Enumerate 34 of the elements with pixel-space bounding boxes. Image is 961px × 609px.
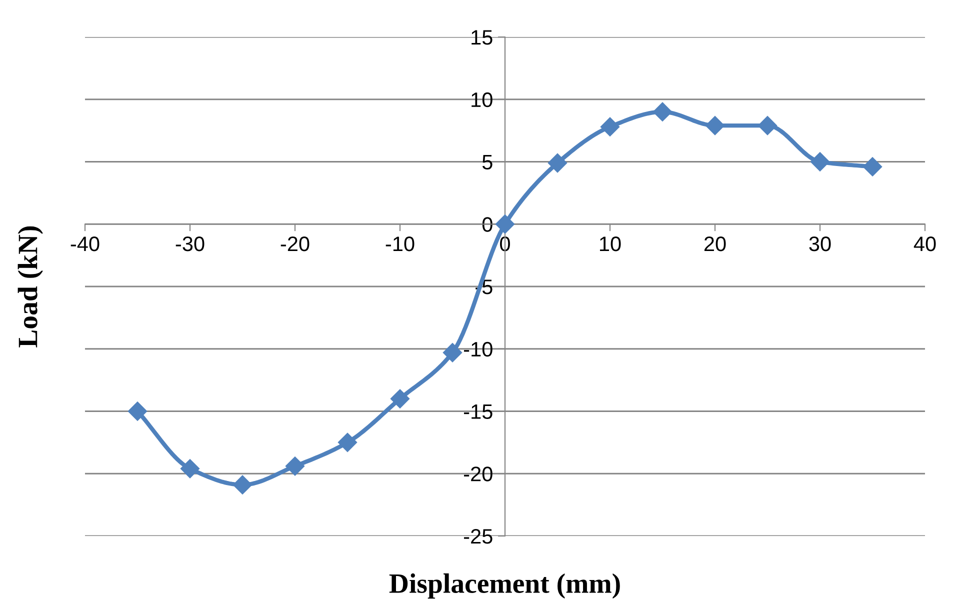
x-tick-label: -40 bbox=[70, 236, 100, 252]
y-tick-label: -20 bbox=[464, 466, 492, 482]
y-tick-label: 10 bbox=[472, 92, 492, 108]
point bbox=[548, 153, 568, 173]
point bbox=[600, 117, 620, 136]
point bbox=[758, 116, 778, 136]
point bbox=[232, 475, 252, 494]
y-tick-label: -25 bbox=[464, 529, 492, 544]
x-tick-label: 40 bbox=[914, 236, 936, 252]
x-tick-label: 20 bbox=[704, 236, 726, 252]
point bbox=[285, 456, 305, 476]
point bbox=[128, 402, 148, 421]
point bbox=[495, 214, 515, 234]
x-tick-label: -20 bbox=[280, 236, 310, 252]
point bbox=[338, 432, 358, 452]
y-axis-title: Load (kN) bbox=[18, 226, 43, 348]
y-tick-label: 15 bbox=[472, 30, 492, 45]
x-tick-label: 0 bbox=[500, 236, 510, 252]
point bbox=[862, 157, 882, 176]
point bbox=[652, 102, 672, 122]
x-tick-label: -10 bbox=[386, 236, 414, 252]
y-tick-label: -10 bbox=[464, 342, 492, 357]
y-tick-label: 5 bbox=[482, 154, 492, 170]
point bbox=[390, 389, 410, 408]
x-tick-label: 10 bbox=[600, 236, 621, 252]
point bbox=[810, 152, 830, 172]
point bbox=[705, 116, 725, 136]
y-tick-label: -15 bbox=[464, 404, 492, 420]
point bbox=[180, 459, 200, 478]
y-tick-label: 0 bbox=[482, 217, 492, 232]
x-tick-label: 30 bbox=[809, 236, 831, 252]
x-axis-title: Displacement (mm) bbox=[389, 573, 620, 599]
x-tick-label: -30 bbox=[176, 236, 204, 252]
point bbox=[442, 343, 462, 362]
